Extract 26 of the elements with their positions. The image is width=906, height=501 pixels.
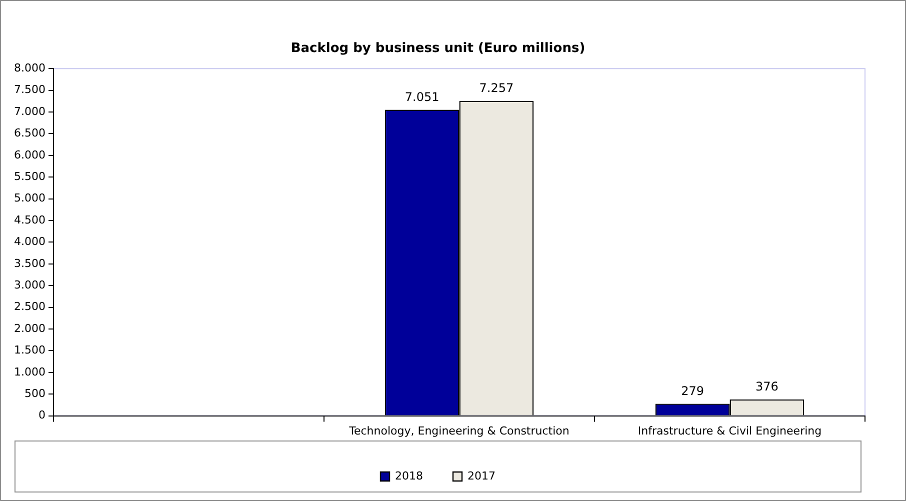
y-tick-label: 5.000 [14,192,46,205]
y-tick-label: 7.500 [14,83,46,96]
y-tick-label: 3.000 [14,278,46,292]
y-tick-label: 500 [24,386,46,400]
data-label: 7.257 [479,80,514,95]
y-tick-label: 2.000 [14,322,46,335]
y-tick-label: 8.000 [14,61,46,74]
y-tick-label: 1.500 [14,344,46,357]
y-tick-label: 4.000 [14,235,46,248]
y-tick-label: 4.500 [14,213,46,226]
legend-label: 2017 [468,469,496,482]
y-tick-label: 1.000 [14,365,46,378]
x-tick-label: Technology, Engineering & Construction [348,424,570,438]
y-tick-label: 7.000 [14,104,46,118]
data-label: 7.051 [404,90,440,104]
y-tick-label: 0 [38,408,46,422]
data-label: 279 [681,384,704,398]
y-tick-label: 3.500 [14,256,46,270]
legend-label: 2018 [395,469,424,482]
data-label: 376 [755,380,778,394]
chart-title: Backlog by business unit (Euro millions) [290,41,586,56]
x-tick-label: Infrastructure & Civil Engineering [638,424,822,438]
y-tick-label: 6.500 [14,126,46,140]
y-tick-label: 6.000 [14,148,46,162]
y-tick-label: 2.500 [14,300,46,314]
y-tick-label: 5.500 [14,170,46,183]
